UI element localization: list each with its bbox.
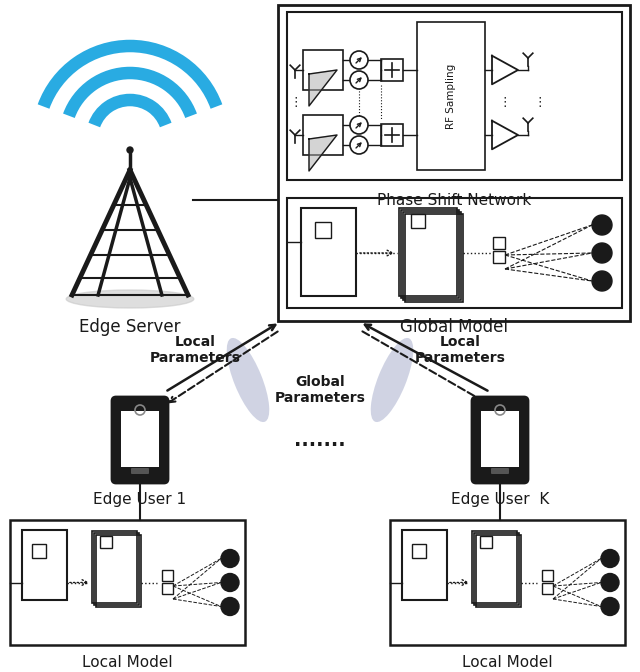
Bar: [278, 5, 630, 321]
Text: RF Sampling: RF Sampling: [446, 63, 456, 128]
Bar: [480, 536, 492, 548]
Bar: [401, 210, 459, 298]
Text: ⋮: ⋮: [290, 96, 302, 109]
Text: Local Model: Local Model: [82, 655, 173, 670]
Bar: [22, 530, 67, 600]
Bar: [100, 536, 112, 548]
Circle shape: [592, 215, 612, 235]
Text: Edge User 1: Edge User 1: [93, 492, 187, 507]
Text: Phase Shift Network: Phase Shift Network: [378, 193, 532, 208]
Bar: [10, 520, 245, 645]
Bar: [402, 530, 447, 600]
Circle shape: [350, 51, 368, 69]
Ellipse shape: [371, 338, 413, 422]
Circle shape: [221, 597, 239, 616]
Bar: [403, 212, 461, 300]
Bar: [381, 59, 403, 81]
FancyBboxPatch shape: [131, 468, 149, 474]
Bar: [474, 533, 519, 605]
Bar: [315, 222, 331, 238]
Circle shape: [350, 116, 368, 134]
Bar: [399, 208, 457, 296]
Circle shape: [350, 136, 368, 154]
Polygon shape: [309, 70, 337, 106]
Bar: [381, 124, 403, 146]
Bar: [476, 535, 521, 607]
Text: Local
Parameters: Local Parameters: [415, 335, 506, 365]
Bar: [472, 531, 517, 603]
Bar: [542, 569, 553, 581]
Ellipse shape: [66, 290, 194, 308]
Text: Global
Parameters: Global Parameters: [275, 375, 365, 405]
Bar: [303, 115, 343, 155]
Bar: [287, 198, 622, 308]
Circle shape: [350, 71, 368, 89]
Bar: [121, 411, 159, 467]
Circle shape: [127, 147, 133, 153]
Text: ⋮: ⋮: [499, 96, 511, 109]
Bar: [405, 214, 463, 302]
Circle shape: [221, 573, 239, 591]
Bar: [301, 208, 356, 296]
FancyBboxPatch shape: [472, 397, 528, 483]
Bar: [162, 583, 173, 593]
Circle shape: [601, 550, 619, 567]
FancyBboxPatch shape: [112, 397, 168, 483]
FancyBboxPatch shape: [491, 468, 509, 474]
Bar: [96, 535, 141, 607]
Bar: [493, 237, 505, 249]
Bar: [162, 569, 173, 581]
Ellipse shape: [227, 338, 269, 422]
Text: Global Model: Global Model: [401, 318, 509, 336]
Text: Local Model: Local Model: [462, 655, 553, 670]
Bar: [411, 214, 425, 228]
Circle shape: [221, 550, 239, 567]
Bar: [390, 520, 625, 645]
Bar: [481, 411, 519, 467]
Circle shape: [601, 597, 619, 616]
Bar: [417, 22, 485, 170]
Bar: [303, 50, 343, 90]
Polygon shape: [309, 135, 337, 171]
Text: ⋮: ⋮: [534, 96, 547, 109]
Circle shape: [592, 271, 612, 291]
Bar: [412, 544, 426, 558]
Circle shape: [592, 243, 612, 263]
Text: .......: .......: [294, 431, 346, 450]
Bar: [542, 583, 553, 593]
Text: Local
Parameters: Local Parameters: [150, 335, 241, 365]
Bar: [32, 544, 46, 558]
Bar: [94, 533, 139, 605]
Bar: [92, 531, 137, 603]
Text: Edge User  K: Edge User K: [451, 492, 549, 507]
Circle shape: [601, 573, 619, 591]
Text: Edge Server: Edge Server: [79, 318, 180, 336]
Bar: [493, 251, 505, 263]
Bar: [287, 12, 622, 180]
